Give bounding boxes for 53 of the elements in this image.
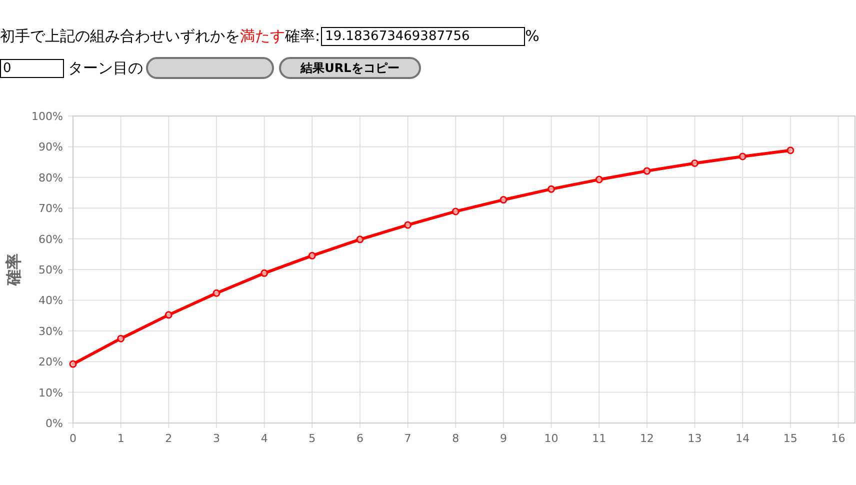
y-tick-label: 20% xyxy=(38,356,63,369)
y-tick-label: 60% xyxy=(38,232,63,246)
point xyxy=(404,221,412,229)
point xyxy=(643,167,651,175)
x-tick-label: 0 xyxy=(70,432,76,445)
point xyxy=(452,208,460,216)
text: 満たす xyxy=(240,26,285,46)
y-tick-label: 80% xyxy=(38,171,63,184)
y-tick-label: 40% xyxy=(38,294,63,308)
point xyxy=(738,152,746,160)
y-tick-label: 50% xyxy=(38,264,63,276)
point xyxy=(595,176,603,184)
y-tick-label: 10% xyxy=(38,386,63,400)
point xyxy=(164,311,172,319)
y-tick-label: 70% xyxy=(38,202,63,216)
text: 初手で上記の組み合わせいずれかを xyxy=(0,26,240,46)
point xyxy=(548,185,556,193)
x-tick-label: 6 xyxy=(356,432,364,445)
y-tick-label: 0% xyxy=(46,417,63,430)
x-tick-label: 1 xyxy=(117,432,124,445)
x-tick-label: 9 xyxy=(500,432,507,445)
text: 結果URLをコピー xyxy=(279,57,421,79)
y-axis-title: 確率 xyxy=(4,254,23,286)
point xyxy=(308,252,316,260)
point xyxy=(69,360,77,368)
x-tick-label: 10 xyxy=(544,432,558,445)
x-tick-label: 11 xyxy=(592,432,606,445)
point xyxy=(260,269,268,277)
point xyxy=(212,289,220,297)
x-tick-label: 13 xyxy=(688,432,702,445)
x-tick-label: 8 xyxy=(452,432,460,445)
point xyxy=(786,146,794,154)
x-tick-label: 3 xyxy=(212,432,220,445)
point xyxy=(117,334,125,342)
x-tick-label: 15 xyxy=(783,432,798,445)
y-tick-label: 30% xyxy=(38,324,63,338)
text: % xyxy=(525,26,540,46)
x-tick-label: 14 xyxy=(736,432,750,445)
point xyxy=(356,236,364,244)
x-tick-label: 4 xyxy=(260,432,268,445)
text: ターン目の xyxy=(68,58,143,78)
x-tick-label: 16 xyxy=(831,432,846,445)
text: 0 xyxy=(0,58,64,78)
x-tick-label: 2 xyxy=(165,432,172,445)
y-tick-label: 100% xyxy=(32,110,63,123)
x-tick-label: 7 xyxy=(404,432,412,445)
point xyxy=(691,160,699,168)
y-tick-label: 90% xyxy=(38,140,63,154)
point xyxy=(500,196,508,204)
x-tick-label: 5 xyxy=(308,432,316,445)
text: 19.183673469387756 xyxy=(321,26,526,46)
text: 確率: xyxy=(285,26,320,46)
x-tick-label: 12 xyxy=(640,432,654,445)
